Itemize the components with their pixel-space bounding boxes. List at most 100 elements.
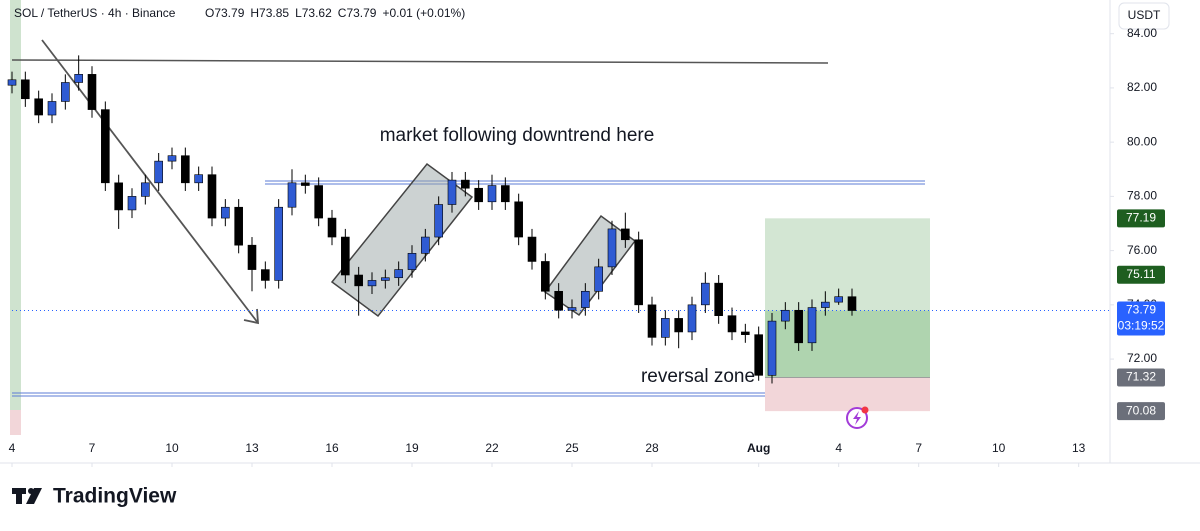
candle-body <box>194 174 203 184</box>
price-label: 73.79 <box>1126 303 1156 317</box>
candle-body <box>327 217 337 238</box>
candle-body <box>261 269 270 281</box>
candle-body <box>234 206 243 246</box>
candle-body <box>501 185 510 203</box>
x-tick-label: 10 <box>992 441 1006 455</box>
brand: TradingView <box>53 485 177 508</box>
x-tick-label: 4 <box>835 441 842 455</box>
annotation: reversal zone <box>641 366 755 387</box>
candle-body <box>301 182 310 186</box>
y-tick-label: 84.00 <box>1127 26 1157 40</box>
price-label: 70.08 <box>1126 403 1156 417</box>
candle-body <box>354 274 363 287</box>
ohlc-value: L73.62 <box>295 6 332 20</box>
candle-body <box>367 280 377 287</box>
x-tick-label: 10 <box>165 441 179 455</box>
ohlc-value: H73.85 <box>250 6 289 20</box>
x-tick-label: 13 <box>1072 441 1086 455</box>
left-strip-red <box>10 410 21 435</box>
left-strip-green <box>10 0 21 410</box>
candle-body <box>447 179 457 205</box>
candle-body <box>74 74 83 83</box>
candle-body <box>714 282 723 316</box>
candle-body <box>581 290 590 308</box>
open-profit-zone <box>765 310 930 378</box>
currency-button[interactable] <box>1118 2 1170 30</box>
candle-body <box>154 160 163 184</box>
candle-body <box>794 309 803 344</box>
candle-body <box>487 185 497 203</box>
x-tick-label: 4 <box>9 441 16 455</box>
candle-body <box>207 174 217 219</box>
candle-body <box>807 307 817 344</box>
candle-body <box>661 318 670 338</box>
candle-body <box>687 304 697 333</box>
x-tick-label: 22 <box>485 441 499 455</box>
candle-body <box>781 309 790 322</box>
candle-body <box>554 290 563 311</box>
candles <box>7 55 857 384</box>
countdown: 03:19:52 <box>1118 319 1165 333</box>
trend-arrow-head <box>243 308 259 325</box>
candle-body <box>181 155 190 184</box>
ohlc-value: C73.79 <box>338 6 377 20</box>
x-tick-label: 7 <box>89 441 96 455</box>
y-tick-label: 82.00 <box>1127 80 1157 94</box>
candle-body <box>274 206 283 281</box>
candle-body <box>821 301 830 308</box>
ohlc-value: O73.79 <box>205 6 245 20</box>
candle-body <box>567 307 577 311</box>
price-label-box <box>1117 209 1165 228</box>
flag-box-1 <box>330 162 474 318</box>
x-tick-label: 25 <box>565 441 579 455</box>
y-tick-label: 78.00 <box>1127 189 1157 203</box>
resistance-line <box>11 59 829 64</box>
candle-body <box>127 196 137 211</box>
candle-body <box>541 261 550 292</box>
candle-body <box>247 244 257 270</box>
candle-body <box>314 185 323 219</box>
y-tick-label: 80.00 <box>1127 134 1157 148</box>
price-label-box <box>1117 402 1165 421</box>
candle-body <box>101 109 110 184</box>
alert-icon[interactable] <box>846 406 869 429</box>
candle-body <box>527 236 537 262</box>
price-label: 75.11 <box>1126 267 1155 281</box>
header-title: SOL / TetherUS · 4h · Binance <box>14 6 176 20</box>
candle-body <box>594 266 603 292</box>
candle-body <box>647 304 657 338</box>
candle-body <box>47 101 57 116</box>
candle-body <box>421 236 430 254</box>
x-tick-label: 7 <box>915 441 922 455</box>
x-tick-label: 13 <box>245 441 259 455</box>
price-label-box <box>1117 301 1165 336</box>
annotation: market following downtrend here <box>380 125 655 146</box>
y-tick-label: 72.00 <box>1127 351 1157 365</box>
candle-body <box>767 320 777 376</box>
candle-body <box>407 253 417 270</box>
candle-body <box>141 182 150 197</box>
candle-body <box>34 98 43 116</box>
candle-body <box>621 228 630 241</box>
candle-body <box>7 79 17 86</box>
candle-body <box>381 277 390 281</box>
candle-body <box>287 182 297 208</box>
candle-body <box>61 82 70 102</box>
stop-zone <box>765 377 930 412</box>
candle-body <box>514 201 523 238</box>
candle-body <box>754 334 763 376</box>
price-label: 71.32 <box>1126 370 1156 384</box>
logo <box>12 488 42 504</box>
currency-label: USDT <box>1128 8 1161 22</box>
price-label-box <box>1117 368 1165 387</box>
candle-body <box>474 187 483 203</box>
channel-line-top <box>265 180 925 185</box>
candle-body <box>847 296 857 311</box>
candle-body <box>341 236 350 276</box>
candle-body <box>394 269 403 279</box>
ohlc-value: +0.01 (+0.01%) <box>382 6 465 20</box>
candle-body <box>21 79 30 100</box>
candle-body <box>741 331 750 335</box>
trend-arrow <box>41 39 259 324</box>
